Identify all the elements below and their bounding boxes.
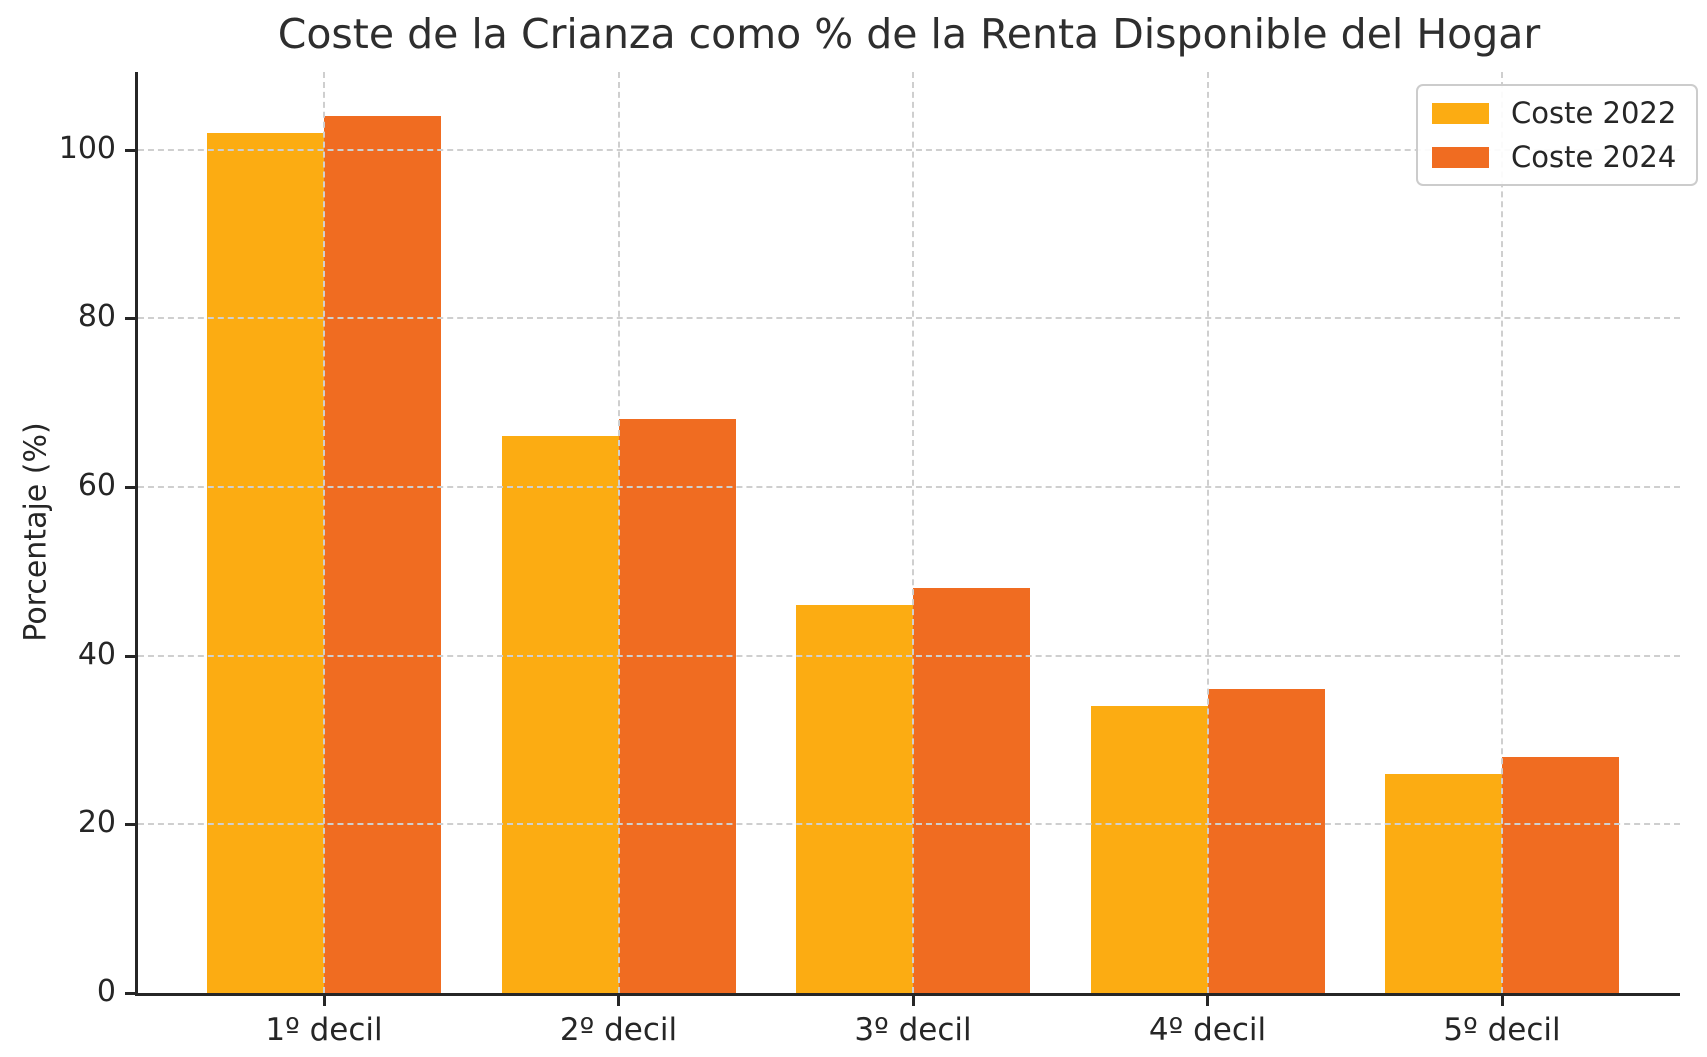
x-tick-label-4º-decil: 4º decil: [1148, 1012, 1267, 1048]
bar-coste-2022-1º-decil: [207, 132, 324, 993]
legend-swatch-coste-2022: [1432, 102, 1489, 124]
bar-coste-2022-2º-decil: [501, 436, 619, 993]
y-tick-100: [125, 148, 135, 152]
y-tick-label-40: 40: [77, 636, 116, 672]
bar-coste-2024-1º-decil: [324, 115, 441, 993]
gridline-y-20: [138, 823, 1680, 826]
chart-title: Coste de la Crianza como % de la Renta D…: [277, 10, 1541, 58]
y-tick-0: [125, 992, 135, 995]
x-tick-3º-decil: [911, 996, 915, 1006]
y-tick-20: [125, 823, 135, 827]
bar-coste-2024-3º-decil: [913, 588, 1030, 993]
y-tick-40: [125, 654, 135, 658]
gridline-y-80: [138, 317, 1680, 320]
gridline-x-5º-decil: [1501, 72, 1503, 993]
y-axis-spine: [135, 72, 138, 996]
y-tick-label-80: 80: [77, 299, 116, 335]
y-tick-label-0: 0: [96, 974, 116, 1009]
y-tick-80: [125, 317, 135, 321]
gridline-y-40: [138, 654, 1680, 657]
y-tick-label-20: 20: [77, 805, 116, 841]
x-axis-spine: [135, 993, 1680, 996]
gridline-x-4º-decil: [1206, 72, 1209, 993]
y-tick-label-60: 60: [77, 467, 116, 503]
legend-label-coste-2024: Coste 2024: [1511, 140, 1677, 174]
gridline-x-1º-decil: [323, 72, 325, 993]
gridline-x-2º-decil: [617, 72, 620, 993]
x-tick-label-2º-decil: 2º decil: [559, 1012, 678, 1048]
gridline-x-3º-decil: [912, 72, 914, 993]
x-tick-label-5º-decil: 5º decil: [1443, 1012, 1561, 1048]
y-tick-label-100: 100: [58, 130, 116, 166]
gridline-y-60: [138, 485, 1680, 488]
y-axis-label: Porcentaje (%): [18, 422, 54, 642]
bar-coste-2022-5º-decil: [1385, 773, 1502, 993]
bar-coste-2024-5º-decil: [1502, 756, 1619, 993]
bar-coste-2022-4º-decil: [1090, 706, 1208, 993]
x-tick-label-1º-decil: 1º decil: [265, 1012, 383, 1048]
gridline-y-100: [138, 148, 1680, 151]
y-tick-60: [125, 485, 135, 489]
x-tick-1º-decil: [322, 996, 326, 1006]
legend: Coste 2022 Coste 2024: [1416, 84, 1699, 186]
x-tick-4º-decil: [1206, 996, 1209, 1006]
legend-swatch-coste-2024: [1432, 146, 1489, 168]
legend-item-coste-2022: Coste 2022: [1432, 96, 1676, 130]
x-tick-5º-decil: [1500, 996, 1504, 1006]
plot-area: 0 20 40 60 80 100 1º decil 2º decil 3º decil 4º d…: [59, 72, 1680, 1048]
legend-label-coste-2022: Coste 2022: [1511, 96, 1677, 130]
bar-coste-2024-2º-decil: [618, 419, 736, 993]
legend-item-coste-2024: Coste 2024: [1432, 140, 1676, 174]
bar-coste-2022-3º-decil: [796, 605, 913, 993]
x-tick-2º-decil: [617, 996, 620, 1006]
bar-coste-2024-4º-decil: [1207, 689, 1325, 993]
x-tick-label-3º-decil: 3º decil: [854, 1012, 972, 1048]
